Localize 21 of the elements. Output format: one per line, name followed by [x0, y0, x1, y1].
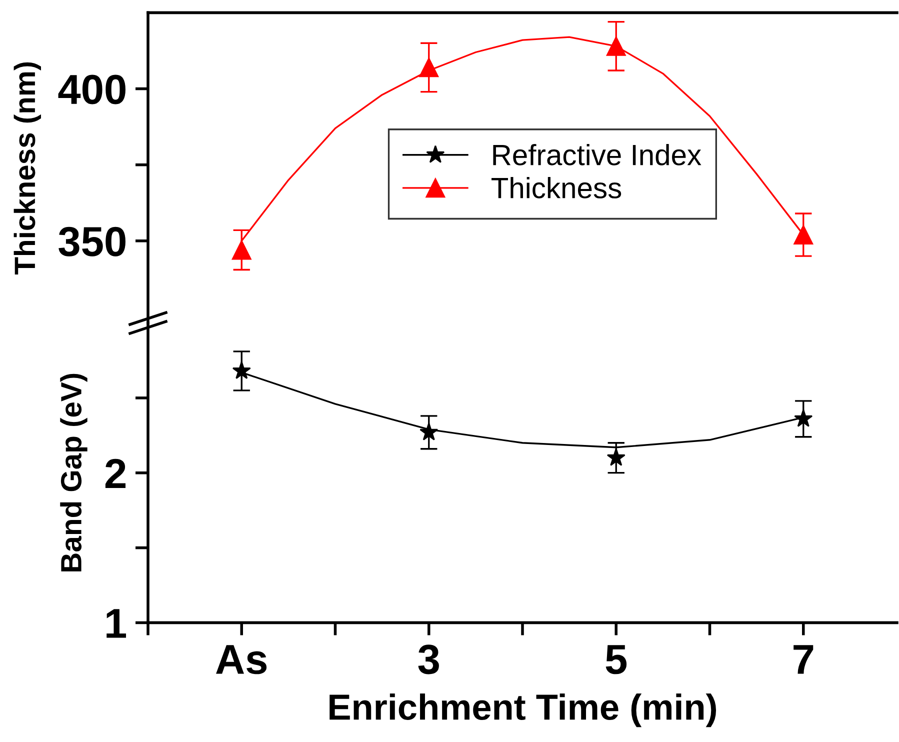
x-axis-title: Enrichment Time (min): [330, 693, 716, 728]
point: [420, 422, 438, 440]
x-tick-label: 3: [418, 644, 439, 674]
y-tick-label: 350: [58, 226, 126, 256]
point: [232, 361, 251, 379]
y-axis-title: Band Gap (eV): [60, 374, 88, 572]
x-tick-label: As: [216, 645, 267, 674]
point: [232, 240, 252, 260]
point: [794, 225, 814, 244]
point: [606, 448, 626, 466]
y-tick-label: 2: [105, 458, 126, 488]
legend-label: Refractive Index: [493, 144, 702, 166]
legend-label: Thickness: [492, 176, 622, 198]
y-tick-label: 1: [106, 609, 126, 638]
point: [606, 36, 626, 56]
x-tick-label: 5: [606, 645, 627, 674]
point: [794, 409, 813, 427]
y-axis-title: Thickness (nm): [14, 62, 41, 274]
x-tick-label: 7: [794, 645, 814, 674]
y-tick-label: 400: [58, 74, 126, 104]
point: [419, 58, 439, 78]
